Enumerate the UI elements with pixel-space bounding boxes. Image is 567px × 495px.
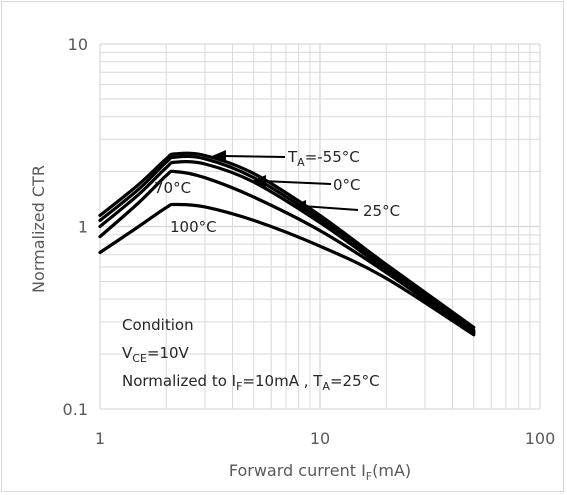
y-tick-label: 10	[68, 35, 88, 54]
arrow-minus55	[212, 150, 286, 162]
label-0c: 0°C	[333, 176, 361, 194]
condition-vce: VCE=10V	[122, 344, 190, 365]
label-minus55: TA=-55°C	[287, 148, 360, 169]
series-group	[98, 151, 476, 337]
condition-title: Condition	[122, 316, 194, 334]
tick-labels: 1 10 100 0.1 1 10	[63, 35, 556, 448]
series-line-2	[98, 160, 476, 334]
series-line-1	[98, 154, 476, 332]
arrow-25c	[292, 200, 359, 212]
annotations: TA=-55°C 0°C 25°C 70°C 100°C Condition V…	[122, 148, 400, 393]
condition-normalized: Normalized to IF=10mA , TA=25°C	[122, 372, 380, 393]
series-line-0	[98, 151, 476, 329]
x-axis-label: Forward current IF(mA)	[229, 461, 411, 483]
y-axis-label: Normalized CTR	[29, 165, 48, 293]
arrow-0c	[252, 175, 332, 187]
grid	[99, 43, 541, 410]
label-70c: 70°C	[154, 179, 191, 197]
series-line-4	[98, 202, 476, 337]
series-line-3	[98, 169, 476, 335]
label-100c: 100°C	[170, 218, 217, 236]
y-tick-label: 0.1	[63, 400, 88, 419]
x-tick-label: 1	[95, 429, 105, 448]
label-25c: 25°C	[363, 202, 400, 220]
x-tick-label: 10	[310, 429, 330, 448]
y-tick-label: 1	[78, 218, 88, 237]
x-tick-label: 100	[525, 429, 556, 448]
